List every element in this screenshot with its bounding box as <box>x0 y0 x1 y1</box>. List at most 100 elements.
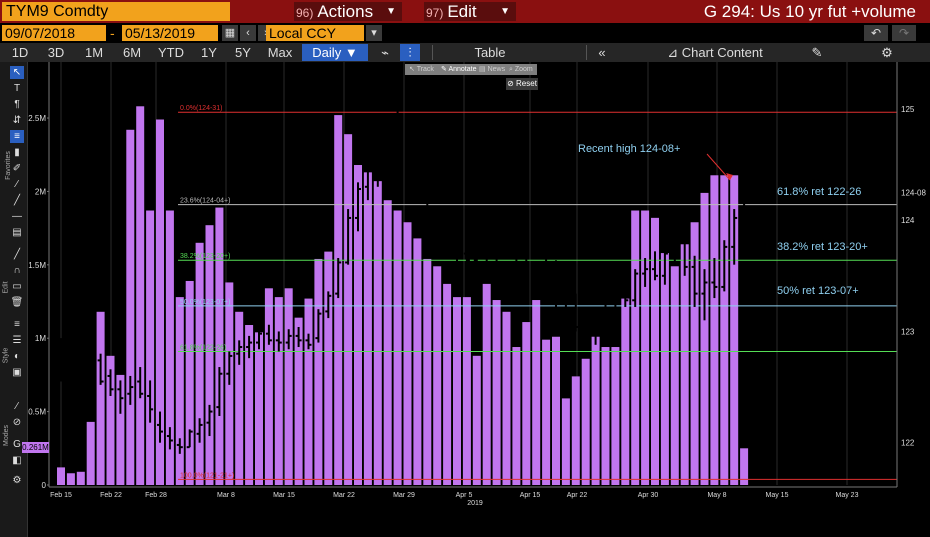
brush-icon[interactable]: ∕ <box>16 179 18 190</box>
date-axis-tick: Mar 29 <box>393 492 415 499</box>
range-3d-button[interactable]: 3D <box>47 45 65 60</box>
draw-line-icon[interactable]: ╱ <box>13 249 21 260</box>
mode-icon[interactable]: G <box>13 439 21 450</box>
price-volume-chart[interactable]: 0.0%(124-31) 23.6%(124-04+) 38.2%(123-20+)… <box>0 62 930 537</box>
chart-content-button[interactable]: ⊿ Chart Content <box>640 44 790 61</box>
pointer-icon[interactable]: ↖ <box>10 66 24 79</box>
frequency-dropdown[interactable]: Daily ▼ <box>302 44 368 61</box>
layers-icon[interactable]: ◧ <box>12 455 22 466</box>
range-5y-button[interactable]: 5Y <box>235 45 251 60</box>
chart-annotations[interactable]: Recent high 124-08+ 61.8% ret 122-26 38.2%… <box>578 143 868 297</box>
volume-bar <box>363 172 372 485</box>
title-bar: TYM9 Comdty 96) Actions ▼ 97) Edit ▼ G 294… <box>0 0 930 23</box>
volume-bar <box>383 200 392 485</box>
annotate-button[interactable]: ✎ Annotate <box>441 66 477 73</box>
fibonacci-retracement[interactable]: 0.0%(124-31) 23.6%(124-04+) 38.2%(123-20+)… <box>178 105 897 480</box>
collapse-icon[interactable]: « <box>598 45 606 60</box>
volume-bar <box>512 347 521 485</box>
range-6m-button[interactable]: 6M <box>122 45 142 60</box>
track-button[interactable]: ↖ Track <box>409 66 434 73</box>
delete-icon[interactable]: 🗑 <box>10 297 24 308</box>
end-date-field[interactable]: 05/13/2019 <box>122 25 218 41</box>
volume-bar <box>591 336 600 485</box>
fibonacci-icon[interactable]: ≡ <box>10 130 24 143</box>
line-chart-icon[interactable]: ⌁ <box>381 45 389 60</box>
fib-level-label: 38.2%(123-20+) <box>180 253 230 260</box>
ticker-field[interactable]: TYM9 Comdty <box>2 2 230 21</box>
range-1d-button[interactable]: 1D <box>11 45 29 60</box>
zoom-label: Zoom <box>514 66 533 73</box>
volume-bar <box>96 311 105 485</box>
prev-period-button[interactable]: ‹ <box>240 25 256 41</box>
volume-bar <box>601 347 610 485</box>
volume-bar <box>631 210 640 485</box>
chart-content-icon: ⊿ <box>667 45 679 60</box>
fib-level-label: 61.8%(122-26) <box>180 344 226 351</box>
range-max-button[interactable]: Max <box>267 45 293 60</box>
bookmark-icon[interactable]: ▮ <box>14 147 20 158</box>
redo-icon[interactable]: ↷ <box>892 25 916 41</box>
volume-bar <box>740 448 749 485</box>
calendar-icon[interactable]: ▦ <box>222 25 238 41</box>
date-axis-tick: Apr 22 <box>567 492 588 499</box>
currency-field[interactable]: Local CCY <box>266 25 364 41</box>
volume-axis-tick: 2M <box>35 187 46 196</box>
news-button[interactable]: ▤ News <box>479 66 506 73</box>
text-tool-icon[interactable]: T <box>13 83 21 94</box>
line-style-icon[interactable]: ≡ <box>14 319 20 330</box>
fib-level-label: 0.0%(124-31) <box>180 105 222 112</box>
volume-bar <box>522 322 531 485</box>
volume-bar <box>215 207 224 485</box>
annotate-label: Annotate <box>448 66 477 73</box>
volume-bar <box>552 336 560 485</box>
eraser-icon[interactable]: ▭ <box>12 281 22 292</box>
measure-icon[interactable]: ⇵ <box>12 115 22 126</box>
gear-icon[interactable]: ⚙ <box>881 45 893 60</box>
line-weight-icon[interactable]: ☰ <box>12 335 22 346</box>
volume-bar <box>294 317 303 485</box>
actions-menu[interactable]: 96) Actions ▼ <box>294 2 402 21</box>
channel-icon[interactable]: ▤ <box>12 227 22 238</box>
table-button[interactable]: Table <box>474 45 506 60</box>
date-axis-tick: Apr 30 <box>638 492 659 499</box>
volume-bar <box>334 115 343 485</box>
price-series <box>58 108 748 454</box>
trendline-icon[interactable]: ╱ <box>13 195 21 206</box>
horizontal-line-icon[interactable]: — <box>12 211 22 222</box>
volume-bar <box>680 244 689 485</box>
bar-chart-icon[interactable]: ⫶ <box>400 44 420 61</box>
fib-level-label: 23.6%(124-04+) <box>180 198 230 205</box>
recent-high-annotation: Recent high 124-08+ <box>578 143 680 155</box>
palette-icon[interactable]: ◐ <box>13 351 21 362</box>
volume-bar <box>324 251 333 485</box>
reset-button[interactable]: ⊘ Reset <box>506 78 538 90</box>
left-tool-panel: ↖ T ¶ ⇵ ≡ ▮ ✐ ∕ ╱ — ▤ ╱ ∩ ▭ 🗑 ≡ ☰ ◐ ▣ ∕ … <box>0 62 28 537</box>
range-1y-button[interactable]: 1Y <box>201 45 217 60</box>
range-1m-button[interactable]: 1M <box>84 45 104 60</box>
fib-level-label: 100.0%(121-21+) <box>180 472 234 479</box>
currency-dropdown-icon[interactable]: ▾ <box>366 25 382 41</box>
text-size-icon[interactable]: ¶ <box>14 99 20 110</box>
volume-bar <box>730 175 739 485</box>
edit-pencil-icon[interactable]: ✎ <box>811 45 823 60</box>
pen-icon[interactable]: ✐ <box>12 163 22 174</box>
date-axis-tick: Feb 28 <box>145 492 167 499</box>
undo-icon[interactable]: ↶ <box>864 25 888 41</box>
edit-menu[interactable]: 97) Edit ▼ <box>424 2 516 21</box>
magnet-icon[interactable]: ∩ <box>13 265 21 276</box>
frequency-label: Daily <box>312 45 342 60</box>
volume-bar <box>373 181 382 485</box>
lock-icon[interactable]: ∕ <box>16 401 18 412</box>
volume-bar <box>720 175 729 485</box>
start-date-field[interactable]: 09/07/2018 <box>2 25 106 41</box>
track-label: Track <box>416 66 434 73</box>
volume-value-badge: 0.261M <box>22 442 49 453</box>
zoom-button[interactable]: ⌕ Zoom <box>509 66 533 73</box>
volume-bar <box>106 355 115 485</box>
caret-down-icon: ▼ <box>344 45 358 60</box>
volume-bar <box>492 300 501 485</box>
settings-small-icon[interactable]: ⚙ <box>12 475 22 486</box>
fill-icon[interactable]: ▣ <box>12 367 22 378</box>
hide-icon[interactable]: ⊘ <box>12 417 22 428</box>
range-ytd-button[interactable]: YTD <box>158 45 184 60</box>
